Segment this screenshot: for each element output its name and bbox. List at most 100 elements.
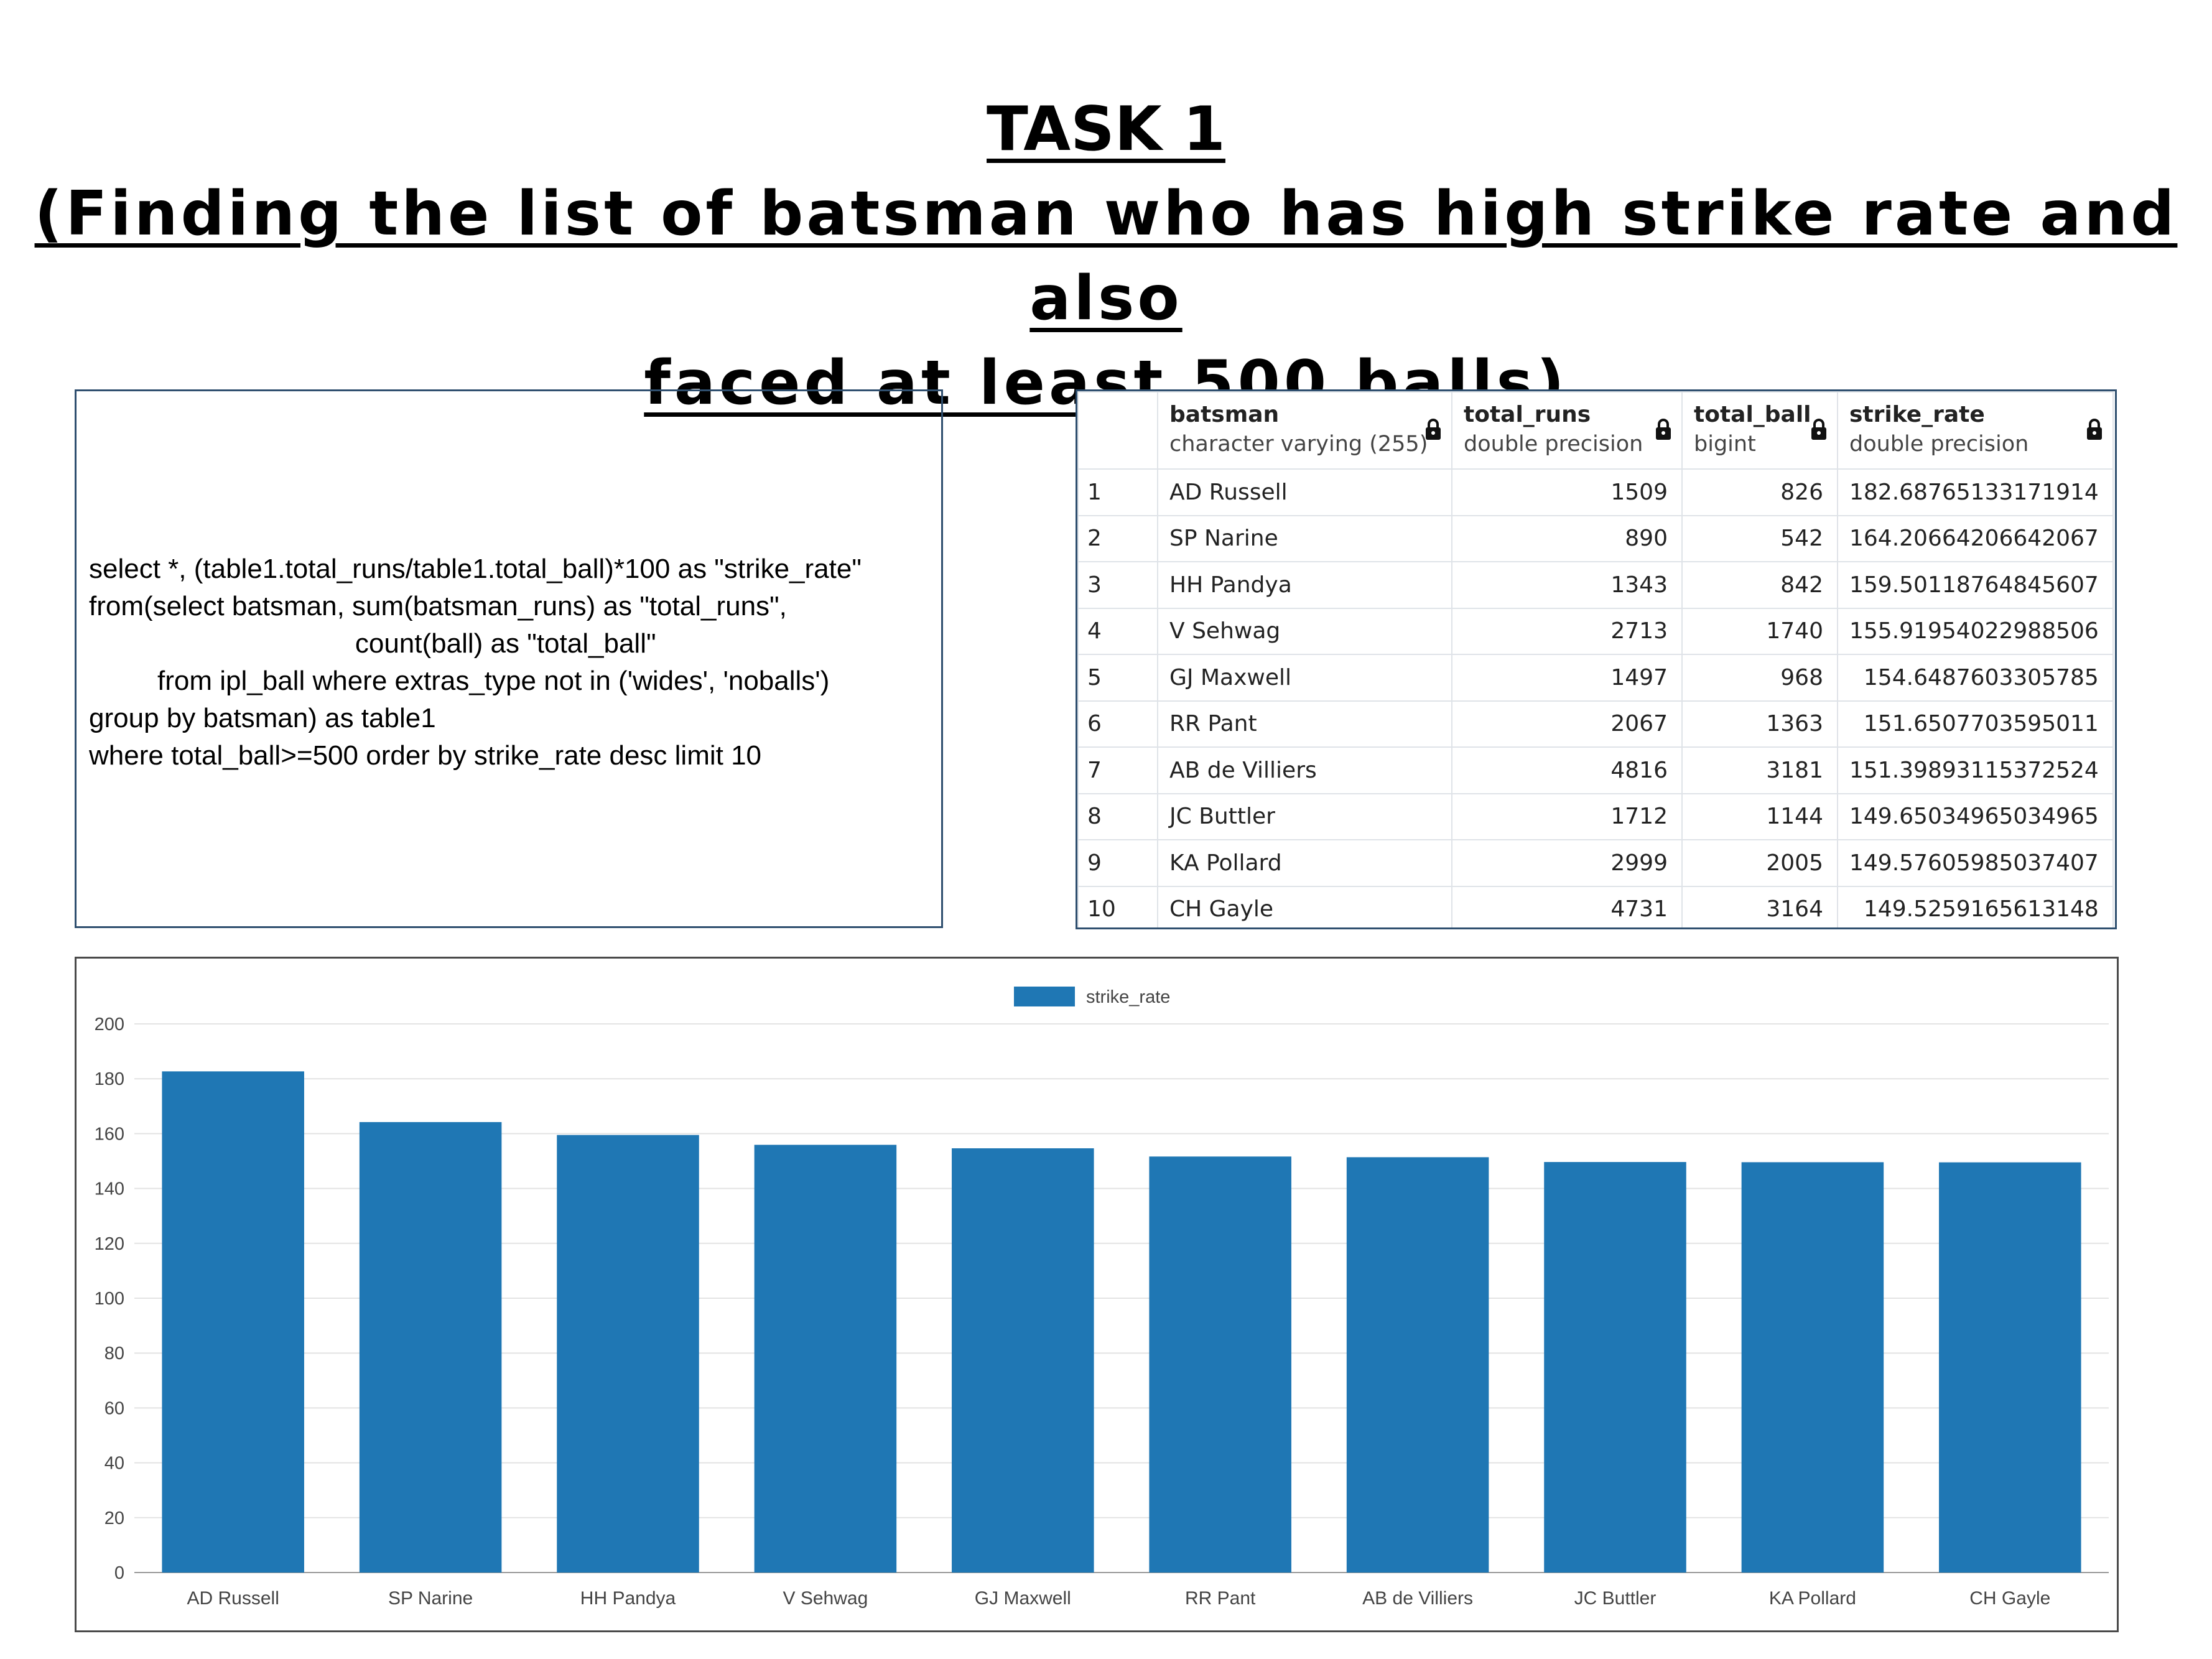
lock-icon — [1811, 419, 1826, 440]
cell-strike-rate[interactable]: 182.68765133171914 — [1837, 468, 2114, 516]
column-header-strike-rate[interactable]: strike_rate double precision — [1837, 391, 2114, 470]
cell-strike-rate[interactable]: 154.6487603305785 — [1837, 654, 2114, 702]
cell-strike-rate[interactable]: 151.39893115372524 — [1837, 746, 2114, 794]
x-tick-label: CH Gayle — [1969, 1588, 2050, 1609]
row-number: 10 — [1077, 885, 1158, 927]
cell-total-ball[interactable]: 968 — [1681, 654, 1838, 702]
table-row[interactable]: 6 RR Pant 2067 1363 151.6507703595011 — [1077, 700, 2114, 748]
x-tick-label: V Sehwag — [783, 1588, 868, 1609]
bar[interactable] — [1346, 1157, 1489, 1573]
y-tick-label: 140 — [95, 1179, 124, 1199]
column-name: strike_rate — [1849, 402, 1985, 427]
cell-strike-rate[interactable]: 149.65034965034965 — [1837, 792, 2114, 840]
result-header-row: batsman character varying (255) total_ru… — [1077, 391, 2114, 470]
row-number: 9 — [1077, 839, 1158, 887]
x-tick-label: HH Pandya — [580, 1588, 676, 1609]
table-row[interactable]: 10 CH Gayle 4731 3164 149.5259165613148 — [1077, 885, 2114, 927]
cell-total-ball[interactable]: 542 — [1681, 514, 1838, 562]
row-number: 5 — [1077, 654, 1158, 702]
cell-strike-rate[interactable]: 149.5259165613148 — [1837, 885, 2114, 927]
result-table: batsman character varying (255) total_ru… — [1077, 391, 2114, 927]
cell-batsman[interactable]: HH Pandya — [1157, 561, 1452, 609]
y-tick-label: 180 — [95, 1069, 124, 1089]
bar[interactable] — [1741, 1162, 1884, 1573]
cell-total-ball[interactable]: 826 — [1681, 468, 1838, 516]
table-row[interactable]: 1 AD Russell 1509 826 182.68765133171914 — [1077, 468, 2114, 516]
row-number: 6 — [1077, 700, 1158, 748]
y-tick-label: 200 — [95, 1015, 124, 1034]
cell-batsman[interactable]: RR Pant — [1157, 700, 1452, 748]
cell-batsman[interactable]: AB de Villiers — [1157, 746, 1452, 794]
x-tick-label: SP Narine — [388, 1588, 473, 1609]
table-row[interactable]: 3 HH Pandya 1343 842 159.50118764845607 — [1077, 561, 2114, 609]
table-row[interactable]: 8 JC Buttler 1712 1144 149.6503496503496… — [1077, 792, 2114, 840]
cell-total-ball[interactable]: 2005 — [1681, 839, 1838, 887]
column-header-batsman[interactable]: batsman character varying (255) — [1157, 391, 1452, 470]
cell-total-ball[interactable]: 1144 — [1681, 792, 1838, 840]
x-tick-label: AB de Villiers — [1362, 1588, 1473, 1609]
cell-total-runs[interactable]: 4816 — [1451, 746, 1683, 794]
table-row[interactable]: 5 GJ Maxwell 1497 968 154.6487603305785 — [1077, 654, 2114, 702]
column-type: double precision — [1464, 432, 1643, 457]
row-number: 8 — [1077, 792, 1158, 840]
cell-total-ball[interactable]: 1363 — [1681, 700, 1838, 748]
cell-batsman[interactable]: V Sehwag — [1157, 607, 1452, 655]
table-row[interactable]: 2 SP Narine 890 542 164.20664206642067 — [1077, 514, 2114, 562]
cell-total-runs[interactable]: 890 — [1451, 514, 1683, 562]
cell-total-ball[interactable]: 3164 — [1681, 885, 1838, 927]
cell-batsman[interactable]: AD Russell — [1157, 468, 1452, 516]
bar[interactable] — [952, 1148, 1094, 1573]
page-title: TASK 1 (Finding the list of batsman who … — [0, 87, 2212, 425]
cell-total-runs[interactable]: 2067 — [1451, 700, 1683, 748]
cell-total-ball[interactable]: 1740 — [1681, 607, 1838, 655]
cell-strike-rate[interactable]: 151.6507703595011 — [1837, 700, 2114, 748]
bar[interactable] — [754, 1145, 897, 1573]
lock-icon — [2086, 419, 2102, 440]
cell-batsman[interactable]: CH Gayle — [1157, 885, 1452, 927]
bar[interactable] — [1939, 1162, 2081, 1573]
cell-total-runs[interactable]: 2713 — [1451, 607, 1683, 655]
cell-strike-rate[interactable]: 155.91954022988506 — [1837, 607, 2114, 655]
cell-batsman[interactable]: GJ Maxwell — [1157, 654, 1452, 702]
cell-strike-rate[interactable]: 149.57605985037407 — [1837, 839, 2114, 887]
y-tick-label: 100 — [95, 1289, 124, 1309]
x-tick-label: GJ Maxwell — [975, 1588, 1071, 1609]
cell-total-runs[interactable]: 1343 — [1451, 561, 1683, 609]
table-row[interactable]: 9 KA Pollard 2999 2005 149.5760598503740… — [1077, 839, 2114, 887]
table-row[interactable]: 7 AB de Villiers 4816 3181 151.398931153… — [1077, 746, 2114, 794]
sql-query-text: select *, (table1.total_runs/table1.tota… — [89, 554, 862, 771]
query-result-grid: batsman character varying (255) total_ru… — [1076, 389, 2117, 929]
y-tick-label: 160 — [95, 1124, 124, 1144]
cell-total-runs[interactable]: 2999 — [1451, 839, 1683, 887]
bar[interactable] — [1544, 1162, 1686, 1573]
title-line-2: (Finding the list of batsman who has hig… — [34, 179, 2178, 334]
bar[interactable] — [557, 1135, 699, 1573]
cell-total-runs[interactable]: 4731 — [1451, 885, 1683, 927]
row-number: 7 — [1077, 746, 1158, 794]
cell-strike-rate[interactable]: 164.20664206642067 — [1837, 514, 2114, 562]
cell-strike-rate[interactable]: 159.50118764845607 — [1837, 561, 2114, 609]
x-tick-label: JC Buttler — [1574, 1588, 1657, 1609]
cell-total-runs[interactable]: 1509 — [1451, 468, 1683, 516]
column-header-total-ball[interactable]: total_ball bigint — [1681, 391, 1838, 470]
table-row[interactable]: 4 V Sehwag 2713 1740 155.91954022988506 — [1077, 607, 2114, 655]
bar[interactable] — [359, 1122, 502, 1573]
column-type: character varying (255) — [1169, 432, 1428, 457]
column-name: batsman — [1169, 402, 1280, 427]
cell-batsman[interactable]: JC Buttler — [1157, 792, 1452, 840]
cell-total-ball[interactable]: 842 — [1681, 561, 1838, 609]
column-header-total-runs[interactable]: total_runs double precision — [1451, 391, 1683, 470]
y-tick-label: 20 — [105, 1508, 124, 1528]
cell-total-runs[interactable]: 1712 — [1451, 792, 1683, 840]
bar[interactable] — [162, 1071, 304, 1573]
bar[interactable] — [1149, 1156, 1291, 1573]
bar-chart-svg: 0 20 40 60 80 100 120 140 160 180 200 AD Russell SP … — [95, 987, 2109, 1609]
cell-total-runs[interactable]: 1497 — [1451, 654, 1683, 702]
cell-batsman[interactable]: SP Narine — [1157, 514, 1452, 562]
lock-icon — [1656, 419, 1671, 440]
cell-batsman[interactable]: KA Pollard — [1157, 839, 1452, 887]
cell-total-ball[interactable]: 3181 — [1681, 746, 1838, 794]
y-tick-label: 40 — [105, 1454, 124, 1474]
legend-label: strike_rate — [1086, 987, 1170, 1007]
y-tick-label: 80 — [105, 1344, 124, 1364]
